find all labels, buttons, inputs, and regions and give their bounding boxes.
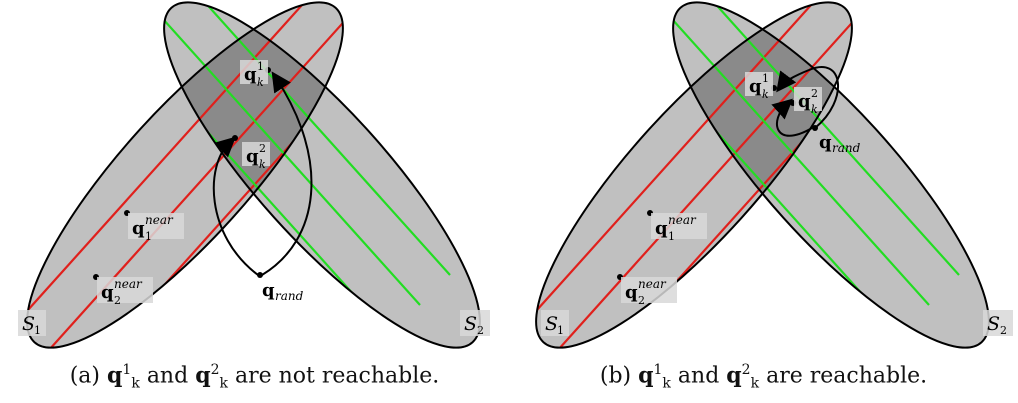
label-qrand: q rand	[819, 132, 861, 155]
svg-text:q: q	[244, 64, 257, 85]
label-q2near: q near 2	[97, 277, 153, 307]
svg-text:q: q	[655, 218, 668, 239]
svg-text:1: 1	[762, 72, 769, 85]
svg-text:2: 2	[259, 142, 266, 155]
svg-text:1: 1	[557, 324, 564, 337]
label-qk2: q 2 k	[794, 87, 822, 116]
caption-and: and	[146, 363, 189, 389]
caption-sup1: 1	[122, 362, 132, 378]
diagram-a: q 1 k q 2 k q near 1 q near 2 q rand S	[0, 0, 509, 352]
svg-text:rand: rand	[832, 141, 861, 155]
label-s2: S 2	[983, 310, 1013, 337]
caption-sub2: k	[750, 375, 760, 392]
svg-text:q: q	[262, 280, 275, 301]
svg-text:k: k	[762, 88, 769, 101]
caption-q1: q	[107, 362, 123, 389]
point-qrand	[257, 272, 263, 278]
svg-text:S: S	[464, 313, 477, 335]
svg-text:k: k	[257, 76, 264, 89]
caption-q2: q	[726, 362, 742, 389]
point-qrand	[812, 125, 818, 131]
label-q2near: q near 2	[621, 277, 677, 307]
arrow-loop-to-qk2	[771, 98, 813, 137]
point-qk2	[232, 135, 238, 141]
svg-text:2: 2	[114, 294, 121, 307]
diagram-b: q 1 k q 2 k q near 1 q near 2 q rand S	[509, 0, 1018, 352]
caption-sup2: 2	[741, 362, 751, 378]
svg-text:1: 1	[257, 60, 264, 73]
panel-a: q 1 k q 2 k q near 1 q near 2 q rand S	[0, 0, 509, 392]
label-s2: S 2	[460, 310, 490, 337]
svg-text:q: q	[625, 282, 638, 303]
label-s1: S 1	[18, 310, 46, 337]
svg-text:q: q	[246, 146, 259, 167]
svg-text:q: q	[798, 91, 811, 112]
svg-text:k: k	[811, 103, 818, 116]
label-q1near: q near 1	[651, 213, 707, 243]
caption-prefix: (a)	[69, 363, 101, 389]
caption-rest: are reachable.	[766, 363, 928, 389]
caption-sub1: k	[662, 375, 671, 392]
arrow-to-qk2	[212, 136, 259, 276]
svg-text:2: 2	[638, 294, 645, 307]
svg-text:q: q	[749, 76, 762, 97]
svg-text:2: 2	[477, 324, 484, 337]
label-qk1: q 1 k	[240, 60, 268, 89]
label-q1near: q near 1	[128, 213, 184, 243]
svg-text:k: k	[259, 158, 266, 171]
caption-sub1: k	[131, 375, 140, 392]
label-s1: S 1	[541, 310, 569, 337]
label-qk2: q 2 k	[242, 142, 270, 171]
caption-q1: q	[638, 362, 654, 389]
panel-b: q 1 k q 2 k q near 1 q near 2 q rand S	[509, 0, 1018, 403]
svg-text:near: near	[145, 213, 174, 227]
caption-sup2: 2	[210, 362, 220, 378]
svg-text:2: 2	[811, 87, 818, 100]
svg-text:2: 2	[1000, 324, 1007, 337]
svg-text:S: S	[22, 313, 35, 335]
caption-sup1: 1	[653, 362, 663, 378]
caption-sub2: k	[219, 375, 228, 392]
svg-text:q: q	[101, 282, 114, 303]
svg-text:rand: rand	[275, 289, 304, 303]
svg-text:near: near	[114, 277, 143, 291]
svg-text:q: q	[132, 218, 145, 239]
caption-a: (a) q1k and q2k are not reachable.	[0, 362, 509, 392]
svg-text:near: near	[638, 277, 667, 291]
svg-text:S: S	[545, 313, 558, 335]
label-qrand: q rand	[262, 280, 304, 303]
svg-text:S: S	[987, 313, 1000, 335]
caption-b: (b) q1k and q2k are reachable.	[509, 362, 1018, 392]
svg-text:1: 1	[34, 324, 41, 337]
svg-text:1: 1	[145, 230, 152, 243]
svg-text:1: 1	[668, 230, 675, 243]
label-qk1: q 1 k	[745, 72, 773, 101]
svg-text:q: q	[819, 132, 832, 153]
caption-q2: q	[195, 362, 211, 389]
caption-prefix: (b)	[599, 363, 632, 389]
caption-and: and	[677, 363, 720, 389]
svg-text:near: near	[668, 213, 697, 227]
arrow-to-qk1	[261, 71, 313, 276]
arrow-loop-to-qk1	[776, 66, 839, 129]
caption-rest: are not reachable.	[234, 363, 440, 389]
